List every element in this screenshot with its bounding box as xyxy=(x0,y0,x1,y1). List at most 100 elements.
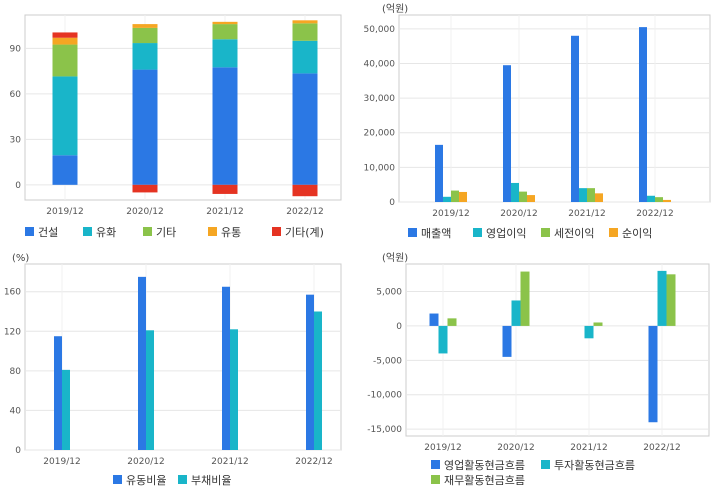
x-tick-label: 2021/12 xyxy=(206,207,243,217)
x-tick-label: 2019/12 xyxy=(46,207,83,217)
bars xyxy=(429,270,676,423)
legend-item: 건설 xyxy=(25,226,58,239)
x-tick-label: 2020/12 xyxy=(497,443,534,453)
y-tick-label: 0 xyxy=(396,322,402,332)
bar-segment-3 xyxy=(292,23,318,41)
bar-segment-2 xyxy=(292,40,318,74)
x-tick-labels: 2019/12 2020/12 2021/12 2022/12 xyxy=(43,457,332,467)
legend-item: 투자활동현금흐름 xyxy=(541,458,635,472)
legend-label: 부채비율 xyxy=(191,474,231,487)
legend-swatch xyxy=(143,227,152,236)
chart-unit-label: (억원) xyxy=(382,252,408,264)
legend-label: 재무활동현금흐름 xyxy=(444,473,525,487)
legend-item: 영업이익 xyxy=(473,227,526,240)
bar-segment-5 xyxy=(212,184,238,194)
bar-series-3 xyxy=(655,197,663,202)
bar-series-1 xyxy=(502,325,512,357)
legend-label: 유통 xyxy=(221,226,241,239)
bar-series-1 xyxy=(648,325,658,423)
x-tick-label: 2021/12 xyxy=(568,209,605,219)
legend-item: 기타(계) xyxy=(272,226,324,239)
bar-segment-4 xyxy=(292,20,318,24)
y-tick-label: 0 xyxy=(389,198,395,208)
bar-series-3 xyxy=(451,190,459,202)
legend-swatch xyxy=(473,228,482,237)
bar-series-1 xyxy=(138,276,146,450)
legend-swatch xyxy=(609,228,618,237)
bar-segment-2 xyxy=(52,76,78,156)
legend-swatch xyxy=(272,227,281,236)
y-tick-label: 0 xyxy=(15,181,21,191)
x-tick-label: 2022/12 xyxy=(286,207,323,217)
legend-swatch xyxy=(541,228,550,237)
bar-series-3 xyxy=(666,274,676,326)
legend-label: 기타(계) xyxy=(285,226,324,239)
y-tick-label: 30,000 xyxy=(364,94,396,104)
legend: 매출액 영업이익 세전이익 순이익 xyxy=(408,227,652,240)
bar-series-3 xyxy=(593,322,603,326)
y-tick-labels: 0 40 80 120 160 xyxy=(4,288,21,456)
legend-item: 유통 xyxy=(208,226,241,239)
y-tick-labels: -15,000 -10,000 -5,000 0 5,000 xyxy=(367,288,402,436)
x-tick-label: 2022/12 xyxy=(295,457,332,467)
legend-label: 영업활동현금흐름 xyxy=(444,458,525,472)
y-tick-label: 80 xyxy=(10,367,22,377)
y-tick-label: 120 xyxy=(4,327,21,337)
bar-series-1 xyxy=(222,286,230,450)
bar-series-4 xyxy=(595,193,603,202)
x-tick-label: 2022/12 xyxy=(643,443,680,453)
bar-series-2 xyxy=(443,196,451,202)
bar-series-2 xyxy=(511,182,519,202)
legend-swatch xyxy=(178,475,187,484)
bar-series-2 xyxy=(647,195,655,202)
y-tick-label: 5,000 xyxy=(376,288,402,298)
legend-item: 유화 xyxy=(83,226,116,239)
bar-series-1 xyxy=(306,294,314,450)
y-tick-label: 40,000 xyxy=(364,59,396,69)
legend-swatch xyxy=(208,227,217,236)
legend-swatch xyxy=(408,228,417,237)
bar-segment-4 xyxy=(132,24,158,28)
x-tick-label: 2019/12 xyxy=(424,443,461,453)
bar-series-1 xyxy=(429,313,439,326)
legend-label: 매출액 xyxy=(421,227,451,240)
legend-swatch xyxy=(25,227,34,236)
bar-series-4 xyxy=(663,199,671,202)
legend-label: 기타 xyxy=(156,226,176,239)
bar-series-2 xyxy=(657,270,667,326)
bar-series-2 xyxy=(146,330,154,450)
x-tick-label: 2022/12 xyxy=(636,209,673,219)
plot-area xyxy=(24,14,342,201)
bar-series-2 xyxy=(579,188,587,202)
y-tick-label: 10,000 xyxy=(364,163,396,173)
y-tick-label: -15,000 xyxy=(367,425,402,435)
x-tick-label: 2021/12 xyxy=(211,457,248,467)
bar-series-3 xyxy=(520,271,530,326)
legend-label: 건설 xyxy=(38,226,58,239)
plot-area xyxy=(398,14,711,203)
legend-swatch xyxy=(113,475,122,484)
y-tick-label: 50,000 xyxy=(364,25,396,35)
bar-series-2 xyxy=(230,329,238,450)
bars xyxy=(54,276,322,450)
y-tick-label: 30 xyxy=(10,135,22,145)
bar-segment-1 xyxy=(212,67,238,185)
y-tick-label: 0 xyxy=(15,446,21,456)
legend-item: 세전이익 xyxy=(541,227,594,240)
bar-series-4 xyxy=(459,191,467,202)
legend-item: 기타 xyxy=(143,226,176,239)
x-tick-label: 2019/12 xyxy=(432,209,469,219)
chart-unit-label: (억원) xyxy=(382,3,408,15)
legend-swatch xyxy=(83,227,92,236)
chart-unit-label: (%) xyxy=(12,253,29,264)
x-tick-label: 2020/12 xyxy=(127,457,164,467)
plot-area xyxy=(24,263,342,451)
bar-series-3 xyxy=(587,188,595,202)
chart-panel-income: (억원) 0 10,000 20,000 30,000 40,000 50,000 201… xyxy=(364,3,711,240)
bar-series-2 xyxy=(584,325,594,339)
y-tick-label: 90 xyxy=(10,44,22,54)
legend-item: 영업활동현금흐름 xyxy=(431,458,525,472)
